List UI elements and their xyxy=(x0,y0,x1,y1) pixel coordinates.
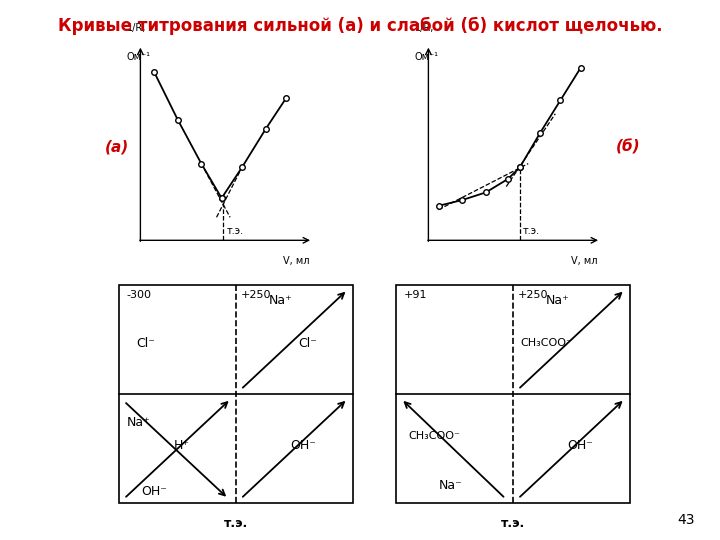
Text: (б): (б) xyxy=(616,139,640,154)
Text: 43: 43 xyxy=(678,512,695,526)
Text: 1/R,: 1/R, xyxy=(127,23,146,33)
Text: Ом⁻¹: Ом⁻¹ xyxy=(127,52,151,63)
Text: V, мл: V, мл xyxy=(571,255,598,266)
Text: т.э.: т.э. xyxy=(224,517,248,530)
Text: т.э.: т.э. xyxy=(501,517,525,530)
Text: Na⁺: Na⁺ xyxy=(269,294,292,307)
Text: V, мл: V, мл xyxy=(283,255,310,266)
Text: (а): (а) xyxy=(104,139,129,154)
Text: Ом⁻¹: Ом⁻¹ xyxy=(415,52,439,63)
Text: OH⁻: OH⁻ xyxy=(290,439,316,452)
Text: Na⁺: Na⁺ xyxy=(127,416,150,429)
Text: Cl⁻: Cl⁻ xyxy=(137,336,156,349)
Text: +250: +250 xyxy=(518,289,549,300)
Text: т.э.: т.э. xyxy=(523,226,540,237)
Text: CH₃COO⁻: CH₃COO⁻ xyxy=(409,431,461,441)
Text: H⁺: H⁺ xyxy=(174,439,189,452)
Text: OH⁻: OH⁻ xyxy=(141,485,167,498)
Text: OH⁻: OH⁻ xyxy=(567,439,593,452)
Text: Na⁻: Na⁻ xyxy=(439,479,463,492)
Text: т.э.: т.э. xyxy=(227,226,244,237)
Text: Cl⁻: Cl⁻ xyxy=(298,336,317,349)
Text: CH₃COO⁻: CH₃COO⁻ xyxy=(521,338,572,348)
Text: Na⁺: Na⁺ xyxy=(546,294,570,307)
Text: +250: +250 xyxy=(240,289,271,300)
Text: -300: -300 xyxy=(127,289,151,300)
Text: 1/R,: 1/R, xyxy=(415,23,434,33)
Text: Кривые титрования сильной (а) и слабой (б) кислот щелочью.: Кривые титрования сильной (а) и слабой (… xyxy=(58,17,662,36)
Text: +91: +91 xyxy=(404,289,427,300)
